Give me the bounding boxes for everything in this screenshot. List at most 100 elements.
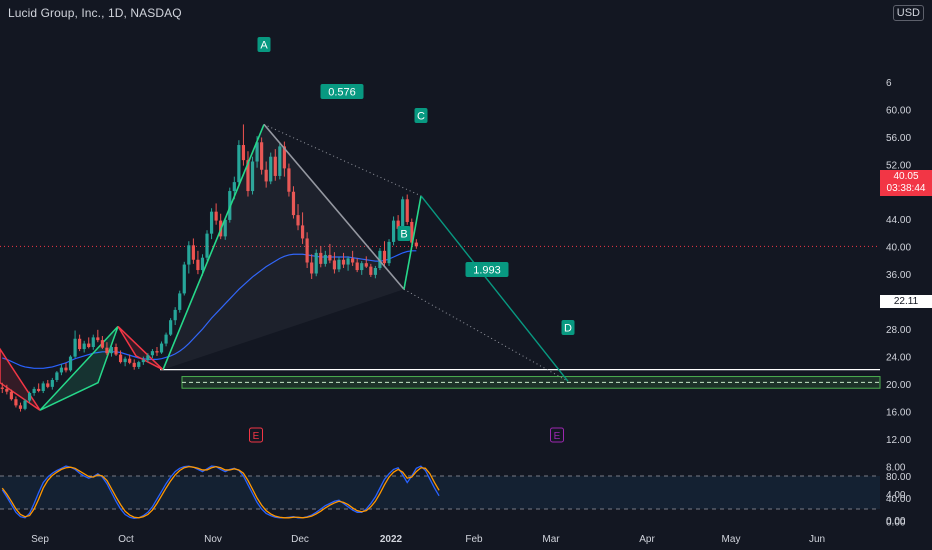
price-tick-label: 20.00 [886,380,911,391]
candle [382,241,387,267]
candle-body [209,211,214,234]
candle [360,261,364,275]
candle-body [232,182,236,192]
candle-body [169,320,173,335]
candle [405,194,409,225]
candle [164,332,168,347]
time-tick-label: Oct [118,534,134,545]
candle-body [87,343,91,348]
earnings-marker-text: E [554,431,561,442]
candle-body [37,388,41,391]
candle [114,343,118,356]
candle-body [105,347,109,354]
candle [37,383,41,393]
candle-body [223,219,227,237]
candle [105,342,109,356]
candle-body [91,337,95,348]
candle [214,203,218,225]
candle [387,239,391,266]
pattern-leg-cd [420,195,569,382]
candle-body [214,211,218,221]
candle-body [387,241,391,264]
candle [351,250,355,266]
time-tick-label: Mar [542,534,560,545]
candle [59,364,64,376]
candle-body [401,199,405,229]
candle-body [273,156,277,176]
candle-body [109,347,114,354]
candle-body [132,362,136,367]
pattern-fill-xab [163,124,404,370]
candle [310,254,314,279]
price-tick-label: 28.00 [886,325,911,336]
candle [0,382,4,394]
price-tick-label: 44.00 [886,215,911,226]
candle [5,384,9,395]
candle-body [260,142,264,170]
candle-body [282,146,286,169]
candle [291,186,296,219]
candle-body [0,387,4,389]
ratio-label-bd: 1.993 [465,262,509,277]
candle-body [205,233,209,258]
candle [246,151,250,197]
candle [68,355,73,372]
target-zone [181,376,881,389]
candle-body [123,358,127,363]
candle-body [314,252,318,274]
pattern-point-d-text: D [564,323,572,335]
pattern-point-c-bg [414,108,428,123]
stoch-k-line [1,465,440,520]
candle-body [323,254,327,264]
candle-body [82,343,86,350]
price-tick-label: 0.00 [886,518,906,529]
pattern-point-d: D [561,320,575,335]
ratio-label-ab: 0.576 [320,84,364,99]
candle-body [55,372,59,380]
candle-body [128,358,132,363]
candle-body [141,360,145,363]
candle-body [159,343,164,353]
candle-body [250,161,255,192]
candle-body [291,191,296,216]
candle-body [296,215,300,226]
symbol-title: Lucid Group, Inc., 1D, NASDAQ [8,6,182,20]
candle-body [164,334,168,344]
candle-body [18,405,23,409]
bar-countdown: 03:38:44 [886,183,926,194]
candle [159,341,164,354]
candle [182,261,186,296]
candle-body [237,145,241,183]
stochastic-pane[interactable]: 0.00 40.00 80.00 [0,465,911,527]
candle [364,256,368,268]
price-tick-label: 12.00 [886,435,911,446]
candle-body [196,259,200,271]
candle [264,161,268,188]
candle-body [382,250,387,264]
candle [237,140,241,186]
price-tick-label: 60.00 [886,105,911,116]
earnings-marker: E [249,427,263,443]
candle [150,349,155,358]
currency-badge[interactable]: USD [892,5,924,21]
candle [328,243,332,264]
candle [155,347,159,356]
candle-body [364,263,368,267]
candle [96,329,100,343]
time-axis[interactable]: Sep Oct Nov Dec 2022 Feb Mar Apr May Jun [31,534,825,545]
candle-body [64,367,68,371]
candle [346,256,350,271]
main-pane[interactable]: A B C D 0.576 1.993 E E [0,37,881,443]
candle [141,356,145,365]
earnings-marker-box [550,427,564,443]
candle-body [332,260,337,270]
pattern-point-b: B [397,226,411,241]
candle-body [346,258,350,265]
earnings-marker: E [550,427,564,443]
candle [410,218,414,245]
pattern-leg-xa [162,124,265,370]
candle-body [137,362,141,367]
candle-body [310,262,314,274]
pre-pattern-leg-1 [0,347,41,411]
